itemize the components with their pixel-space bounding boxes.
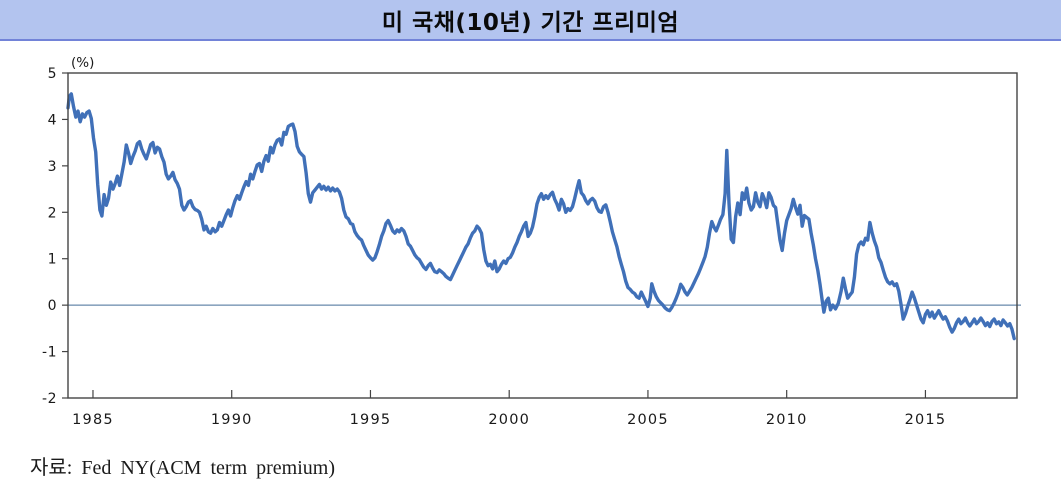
x-axis-label: 2015: [905, 412, 947, 428]
plot-border: [67, 72, 1018, 399]
x-axis-label: 2000: [488, 412, 530, 428]
series-line: [66, 92, 1016, 341]
chart-title-bar: 미 국채(10년) 기간 프리미엄: [0, 0, 1061, 41]
y-axis-label: -1: [42, 345, 57, 361]
y-axis-unit-label: (%): [71, 55, 94, 71]
y-axis-label: 5: [48, 66, 57, 82]
source-note: 자료: Fed NY(ACM term premium): [30, 457, 335, 479]
x-axis-label: 2010: [766, 412, 808, 428]
x-axis-label: 2005: [627, 412, 669, 428]
y-axis-label: 0: [48, 298, 57, 314]
y-axis-label: 4: [48, 112, 57, 128]
y-axis-label: 1: [48, 252, 57, 268]
y-axis-label: -2: [42, 391, 57, 407]
x-axis-label: 1990: [211, 412, 253, 428]
y-axis-label: 3: [48, 159, 57, 175]
x-axis-label: 1985: [72, 412, 114, 428]
chart-title: 미 국채(10년) 기간 프리미엄: [381, 9, 680, 36]
y-axis-label: 2: [48, 205, 57, 221]
x-axis-label: 1995: [350, 412, 392, 428]
